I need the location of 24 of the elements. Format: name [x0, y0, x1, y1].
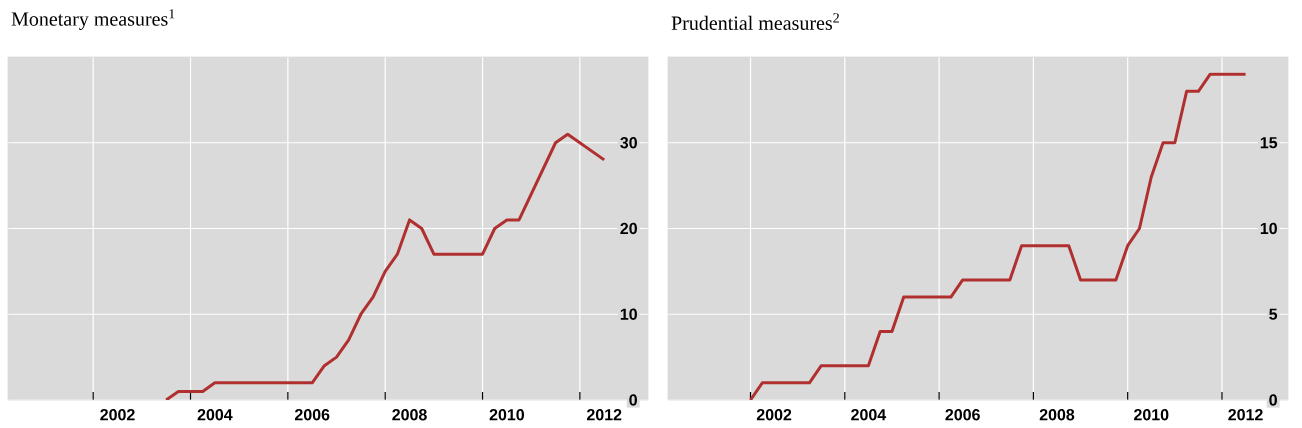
x-tick-label: 2012: [586, 409, 622, 421]
y-tick-label: 0: [629, 394, 637, 406]
y-tick-label: 10: [620, 308, 637, 320]
x-tick-label: 2004: [851, 409, 887, 421]
x-tick-label: 2008: [392, 409, 427, 421]
x-tick-label: 2002: [100, 409, 135, 421]
x-tick-label: 2004: [197, 409, 233, 421]
chart-title: Monetary measures$^{1}$: [11, 9, 175, 30]
y-tick-label: 5: [1269, 308, 1278, 320]
y-tick-label: 0: [1269, 394, 1277, 406]
chart-title: Prudential measures$^{2}$: [671, 13, 839, 30]
y-tick-label: 30: [620, 137, 637, 149]
x-tick-label: 2010: [489, 409, 525, 421]
x-tick-label: 2006: [294, 409, 330, 421]
y-tick-label: 10: [1260, 222, 1277, 235]
x-tick-label: 2002: [756, 409, 792, 421]
y-tick-label: 20: [620, 222, 637, 235]
x-tick-label: 2010: [1134, 409, 1169, 421]
x-tick-label: 2006: [945, 409, 980, 421]
x-tick-label: 2008: [1039, 409, 1075, 421]
x-tick-label: 2012: [1228, 409, 1263, 421]
line-series: [749, 72, 1248, 400]
line-series: [164, 132, 606, 400]
y-tick-label: 15: [1260, 137, 1278, 149]
